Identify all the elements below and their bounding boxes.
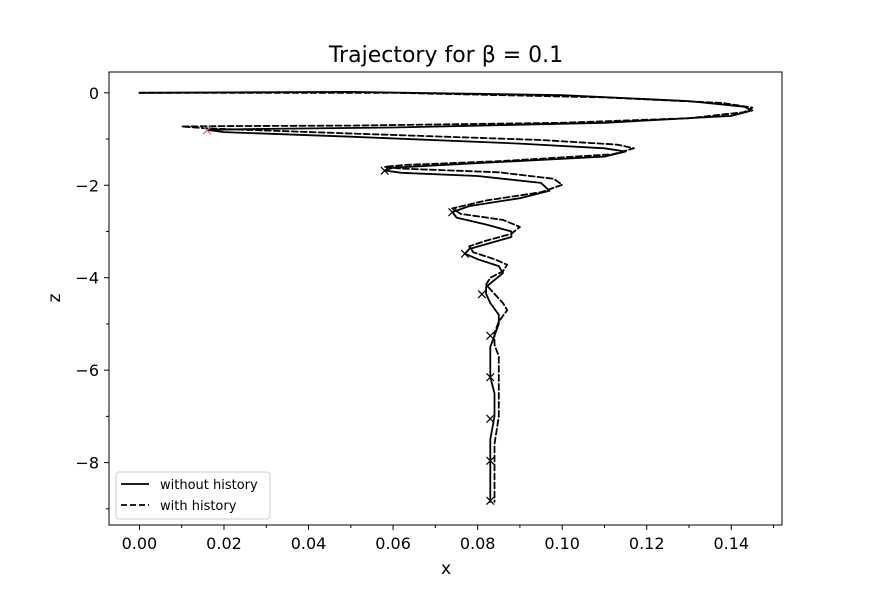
series-line-without-history <box>138 91 754 503</box>
y-axis-label: z <box>45 293 65 302</box>
marker-x-7: × <box>484 368 497 386</box>
y-tick-label: −4 <box>75 269 99 288</box>
axes-frame <box>108 71 783 526</box>
y-tick-label: 0 <box>89 84 99 103</box>
marker-x-2: × <box>378 161 391 179</box>
x-axis: 0.00 0.02 0.04 0.06 0.08 0.10 0.12 0.14 <box>122 525 775 553</box>
series-line-with-history <box>138 91 754 503</box>
marker-x-3: × <box>446 203 459 221</box>
y-tick-label: −6 <box>75 361 99 380</box>
plot-area: × × × × × × × × × × <box>138 91 754 510</box>
x-tick-label: 0.04 <box>291 534 327 553</box>
x-tick-label: 0.00 <box>122 534 158 553</box>
x-tick-label: 0.08 <box>460 534 496 553</box>
x-tick-label: 0.06 <box>375 534 411 553</box>
legend-label-without-history: without history <box>160 478 258 493</box>
marker-x-8: × <box>484 410 497 428</box>
legend-box <box>115 471 271 520</box>
x-tick-label: 0.02 <box>206 534 242 553</box>
y-axis: 0 −2 −4 −6 −8 <box>75 84 109 510</box>
y-tick-label: −2 <box>75 176 99 195</box>
legend-label-with-history: with history <box>160 499 237 514</box>
marker-x-9: × <box>484 451 497 469</box>
x-tick-label: 0.14 <box>713 534 749 553</box>
marker-x-1: × <box>201 121 214 139</box>
marker-x-10: × <box>484 492 497 510</box>
x-tick-label: 0.10 <box>544 534 580 553</box>
x-tick-label: 0.12 <box>629 534 665 553</box>
y-tick-label: −8 <box>75 454 99 473</box>
x-axis-label: x <box>441 559 451 579</box>
marker-x-6: × <box>484 326 497 344</box>
legend: without history with history <box>115 471 271 520</box>
chart-title: Trajectory for β = 0.1 <box>328 43 563 68</box>
marker-x-4: × <box>459 245 472 263</box>
marker-x-5: × <box>476 285 489 303</box>
